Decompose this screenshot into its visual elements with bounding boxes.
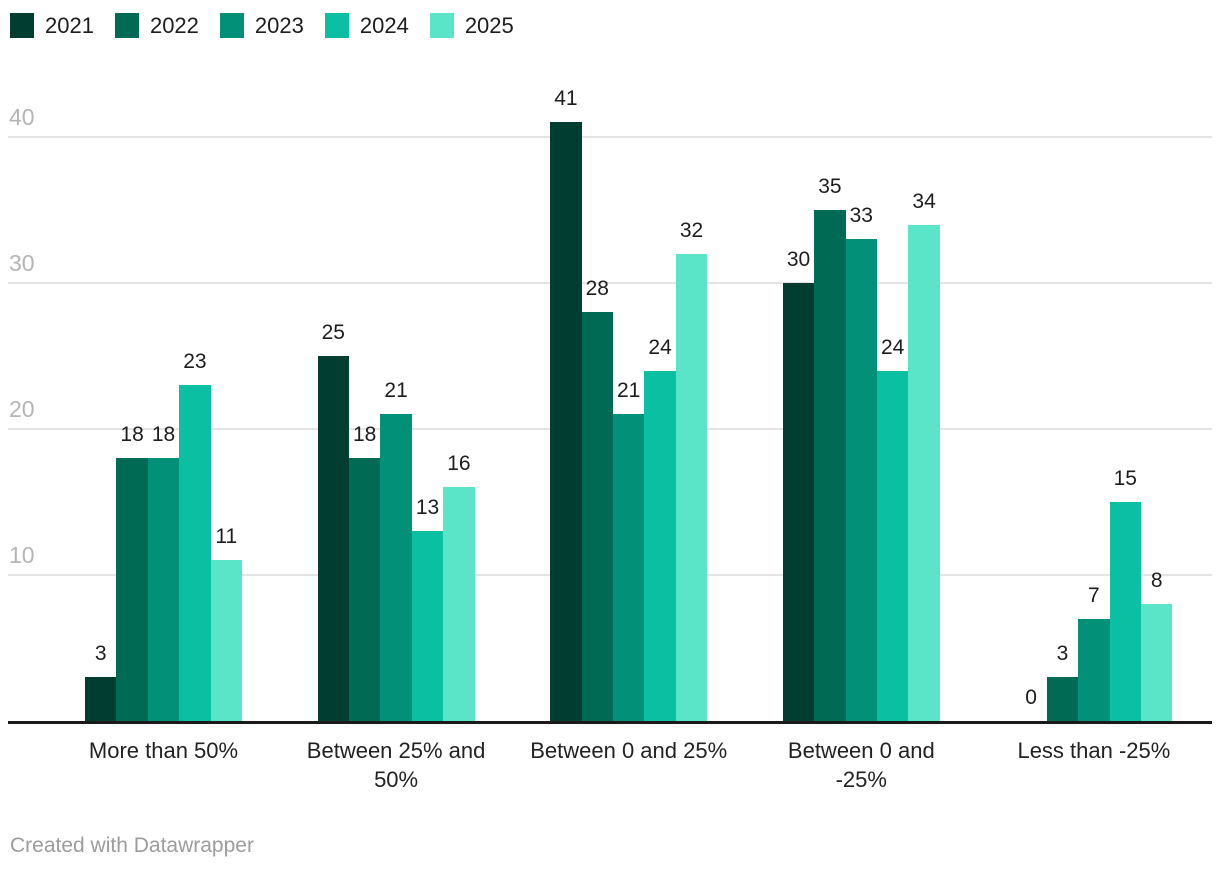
- y-tick-label-30: 30: [9, 250, 35, 276]
- x-category-label-line: Between 25% and: [306, 738, 486, 763]
- y-gridline-30: [8, 282, 1212, 284]
- bar-2021-more-than-50: [85, 677, 117, 721]
- value-label-2025-between-0-and-25: 34: [912, 189, 936, 213]
- value-label-2021-between-25-and-50: 25: [321, 321, 345, 344]
- bar-2021-between-0-and-25: [782, 283, 815, 721]
- legend-item-2022: 2022: [114, 13, 199, 38]
- legend-swatch-2023: [219, 13, 244, 38]
- value-label-2022-between-0-and-25: 35: [818, 175, 842, 198]
- bar-2025-more-than-50: [210, 560, 242, 721]
- bar-2023-more-than-50: [147, 458, 180, 721]
- y-tick-label-40: 40: [9, 104, 35, 130]
- bar-2022-more-than-50: [116, 458, 148, 721]
- value-label-2022-between-0-and-25: 28: [585, 277, 609, 301]
- chart-legend: 2021 2022 2023 2024 2025: [10, 13, 514, 38]
- value-label-2022-between-25-and-50: 18: [353, 423, 377, 447]
- bar-2022-between-25-and-50: [349, 458, 381, 721]
- bar-2025-between-0-and-25: [908, 224, 940, 721]
- legend-swatch-2024: [324, 13, 349, 38]
- bar-2025-less-than-25: [1141, 604, 1173, 721]
- legend-swatch-2022: [114, 13, 139, 38]
- value-label-2024-more-than-50: 23: [183, 350, 207, 374]
- value-label-2024-between-0-and-25: 24: [881, 335, 905, 359]
- x-category-label-line: 50%: [374, 767, 419, 792]
- bar-2022-between-0-and-25: [814, 210, 846, 721]
- x-category-label-less-than-25: Less than -25%: [944, 736, 1220, 765]
- x-category-label-line: Between 0 and: [787, 738, 935, 763]
- bar-2025-between-0-and-25: [675, 253, 708, 721]
- legend-label: 2024: [359, 13, 409, 38]
- bar-2025-between-25-and-50: [443, 487, 475, 721]
- value-label-2022-less-than-25: 3: [1056, 642, 1069, 666]
- legend-label: 2021: [45, 13, 94, 38]
- legend-swatch-2025: [429, 13, 454, 38]
- legend-label: 2022: [149, 13, 199, 38]
- value-label-2025-between-25-and-50: 16: [447, 452, 471, 476]
- y-tick-label-10: 10: [9, 542, 35, 568]
- value-label-2025-between-0-and-25: 32: [679, 218, 704, 242]
- value-label-2024-between-25-and-50: 13: [415, 496, 440, 520]
- legend-label: 2025: [464, 13, 514, 38]
- x-category-label-line: Less than -25%: [1017, 738, 1171, 763]
- value-label-2022-more-than-50: 18: [120, 423, 144, 447]
- value-label-2023-less-than-25: 7: [1088, 583, 1100, 607]
- legend-label: 2023: [254, 13, 304, 38]
- value-label-2025-more-than-50: 11: [215, 525, 238, 549]
- bar-2023-between-0-and-25: [845, 239, 877, 721]
- bar-2024-between-0-and-25: [877, 370, 909, 721]
- value-label-2023-more-than-50: 18: [151, 423, 176, 447]
- legend-item-2023: 2023: [219, 13, 304, 38]
- value-label-2021-between-0-and-25: 30: [786, 248, 811, 271]
- x-category-label-between-0-and-25: Between 0 and -25%: [711, 736, 1011, 794]
- value-label-2024-less-than-25: 15: [1113, 467, 1137, 490]
- value-label-2021-between-0-and-25: 41: [554, 87, 578, 111]
- x-category-label-line: More than 50%: [88, 738, 239, 763]
- bar-2024-between-25-and-50: [411, 531, 444, 721]
- bar-2023-less-than-25: [1078, 618, 1110, 721]
- bar-2022-between-0-and-25: [581, 312, 613, 721]
- bar-2023-between-25-and-50: [380, 414, 412, 721]
- value-label-2023-between-0-and-25: 21: [617, 379, 641, 403]
- bar-2024-between-0-and-25: [644, 370, 676, 721]
- bar-2023-between-0-and-25: [613, 414, 645, 721]
- x-category-label-more-than-50: More than 50%: [14, 736, 314, 765]
- x-category-label-between-25-and-50: Between 25% and 50%: [246, 736, 546, 794]
- attribution-text: Created with Datawrapper: [10, 834, 254, 857]
- value-label-2021-more-than-50: 3: [94, 642, 107, 666]
- x-category-label-between-0-and-25: Between 0 and 25%: [479, 736, 779, 765]
- value-label-2023-between-25-and-50: 21: [384, 379, 408, 403]
- y-gridline-40: [8, 136, 1212, 138]
- legend-swatch-2021: [10, 13, 34, 38]
- value-label-2024-between-0-and-25: 24: [648, 335, 672, 359]
- bar-2021-between-0-and-25: [550, 122, 582, 721]
- value-label-2021-less-than-25: 0: [1025, 686, 1037, 709]
- x-category-label-line: -25%: [835, 767, 887, 792]
- y-tick-label-20: 20: [9, 396, 35, 422]
- bar-2024-more-than-50: [179, 385, 211, 721]
- legend-item-2021: 2021: [10, 13, 94, 38]
- legend-item-2025: 2025: [429, 13, 514, 38]
- bar-2021-between-25-and-50: [317, 356, 349, 721]
- bar-2024-less-than-25: [1109, 502, 1141, 721]
- legend-item-2024: 2024: [324, 13, 409, 38]
- x-axis-line: [8, 721, 1212, 724]
- value-label-2025-less-than-25: 8: [1150, 569, 1163, 593]
- value-label-2023-between-0-and-25: 33: [849, 204, 873, 228]
- x-category-label-line: Between 0 and 25%: [530, 738, 728, 763]
- bar-2022-less-than-25: [1046, 677, 1079, 721]
- attribution: Created with Datawrapper: [10, 833, 254, 859]
